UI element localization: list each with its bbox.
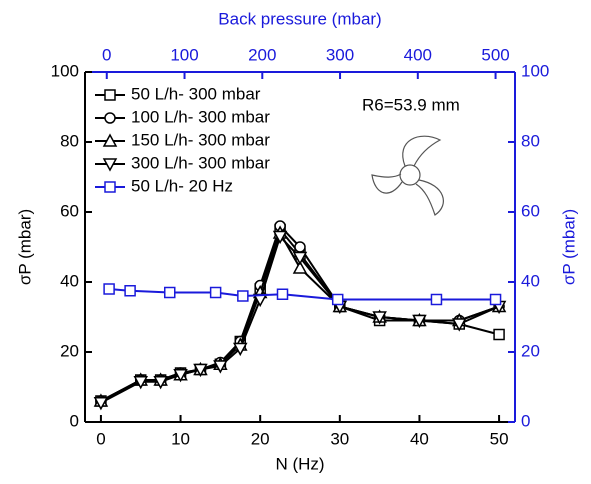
marker [164, 286, 176, 299]
x-tick-label: 40 [410, 429, 429, 448]
marker [331, 293, 344, 306]
marker [173, 369, 188, 383]
marker [412, 314, 427, 329]
x-tick-label: 10 [171, 429, 190, 448]
x2-tick-label: 200 [248, 45, 276, 64]
marker [272, 230, 288, 245]
x-tick-label: 0 [96, 429, 105, 448]
legend-label: 50 L/h- 300 mbar [131, 84, 261, 103]
marker [124, 285, 136, 297]
y-tick-label: 80 [60, 131, 79, 150]
marker [237, 290, 249, 302]
marker [213, 360, 228, 374]
marker [276, 288, 289, 300]
marker [493, 328, 505, 341]
marker [93, 397, 109, 411]
y2-tick-label: 0 [521, 411, 530, 430]
annotation: R6=53.9 mm [362, 95, 460, 114]
legend-marker [104, 181, 116, 193]
marker [292, 251, 308, 266]
x-tick-label: 50 [490, 429, 509, 448]
legend-label: 300 L/h- 300 mbar [131, 153, 270, 172]
y2-tick-label: 20 [521, 341, 540, 360]
marker [294, 241, 306, 253]
y2-tick-label: 40 [521, 271, 540, 290]
x-axis-label: N (Hz) [275, 454, 324, 473]
x-tick-label: 20 [251, 429, 270, 448]
legend-label: 50 L/h- 20 Hz [131, 176, 233, 195]
legend-marker [102, 133, 118, 147]
y-tick-label: 0 [70, 411, 79, 430]
x2-tick-label: 400 [404, 45, 432, 64]
legend-label: 150 L/h- 300 mbar [131, 130, 270, 149]
y2-tick-label: 100 [521, 61, 549, 80]
y-tick-label: 60 [60, 201, 79, 220]
x2-tick-label: 0 [102, 45, 111, 64]
marker [193, 363, 208, 378]
legend-marker [104, 89, 116, 101]
fan-icon [371, 135, 444, 216]
marker [292, 260, 308, 274]
y-tick-label: 100 [51, 61, 79, 80]
marker [451, 318, 467, 332]
legend-marker [102, 158, 118, 172]
marker [103, 283, 115, 295]
marker [133, 376, 149, 390]
marker [233, 342, 248, 357]
x2-axis-label: Back pressure (mbar) [218, 9, 381, 28]
marker [153, 376, 168, 390]
marker [372, 311, 387, 325]
legend-label: 100 L/h- 300 mbar [131, 107, 270, 126]
y2-tick-label: 60 [521, 201, 540, 220]
marker [430, 293, 443, 306]
marker [209, 286, 222, 299]
y-tick-label: 20 [60, 341, 79, 360]
y-axis-label: σP (mbar) [15, 209, 34, 285]
x2-tick-label: 500 [481, 45, 509, 64]
marker [489, 293, 502, 306]
legend-marker [104, 112, 116, 124]
x2-tick-label: 100 [170, 45, 198, 64]
x2-tick-label: 300 [326, 45, 354, 64]
x-tick-label: 30 [330, 429, 349, 448]
y2-axis-label: σP (mbar) [559, 209, 578, 285]
y-tick-label: 40 [60, 271, 79, 290]
y2-tick-label: 80 [521, 131, 540, 150]
